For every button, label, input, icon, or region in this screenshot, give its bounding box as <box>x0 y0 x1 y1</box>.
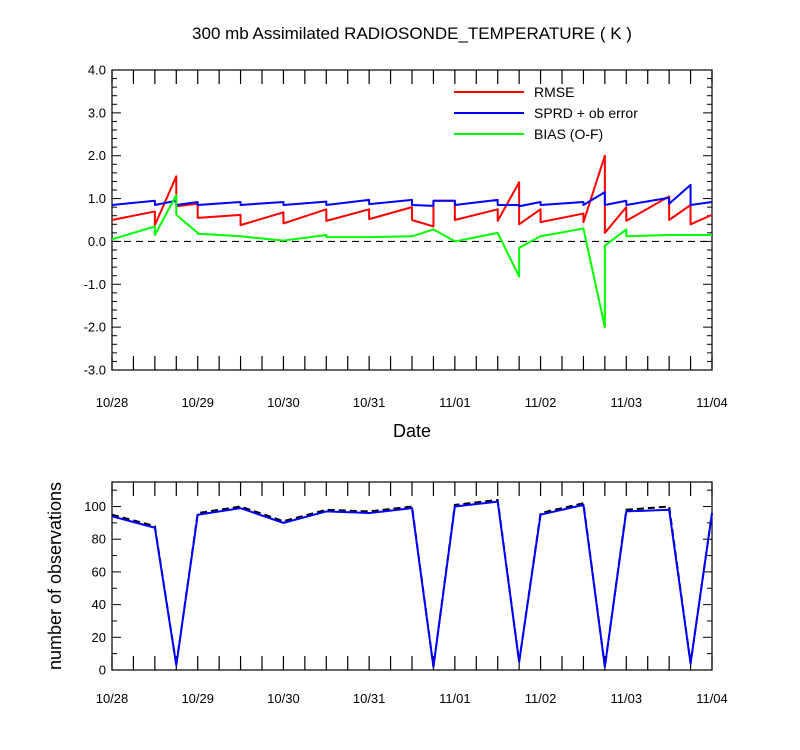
series-line-possible <box>111 498 713 668</box>
series-line-used <box>111 500 713 668</box>
x-tick-label: 11/04 <box>696 395 728 410</box>
chart-title: 300 mb Assimilated RADIOSONDE_TEMPERATUR… <box>192 24 632 43</box>
x-tick-label: 10/31 <box>353 395 386 410</box>
top-axes: 10/28 10/29 10/30 10/31 11/01 11/02 11/03 11/04… <box>84 63 728 411</box>
legend: RMSE SPRD + ob error BIAS (O-F) <box>454 84 638 142</box>
y-tick-label: 3.0 <box>88 105 106 120</box>
x-tick-label: 10/28 <box>96 691 129 706</box>
x-tick-label: 10/30 <box>267 395 300 410</box>
x-tick-label: 11/01 <box>439 395 471 410</box>
x-tick-label: 11/02 <box>525 395 557 410</box>
top-series <box>111 154 713 329</box>
y-tick-label: -1.0 <box>84 277 106 292</box>
x-tick-label: 10/30 <box>267 691 300 706</box>
y-tick-label: 2.0 <box>88 148 106 163</box>
series-line-rmse <box>111 154 713 234</box>
x-tick-label: 10/29 <box>181 691 214 706</box>
y-tick-label: 20 <box>92 630 106 645</box>
x-tick-label: 11/04 <box>696 691 728 706</box>
y-tick-label: 80 <box>92 532 106 547</box>
y-tick-label: 60 <box>92 564 106 579</box>
y-tick-label: 40 <box>92 597 106 612</box>
x-tick-label: 11/03 <box>610 395 642 410</box>
bottom-axes: 10/28 10/29 10/30 10/31 11/01 11/02 11/03 11/04… <box>84 481 728 706</box>
x-tick-label: 10/28 <box>96 395 129 410</box>
y-tick-label: -3.0 <box>84 363 106 378</box>
top-panel: 300 mb Assimilated RADIOSONDE_TEMPERATUR… <box>84 24 728 441</box>
y-tick-label: 0 <box>99 663 106 678</box>
bottom-series <box>111 498 713 668</box>
y-axis-title: number of observations <box>45 482 65 670</box>
x-tick-label: 11/02 <box>525 691 557 706</box>
x-tick-label: 10/31 <box>353 691 386 706</box>
series-line-sprd-ob-error <box>111 183 713 208</box>
legend-entry-2: BIAS (O-F) <box>534 126 603 142</box>
x-axis-title: Date <box>393 421 431 441</box>
x-tick-label: 10/29 <box>181 395 214 410</box>
y-tick-label: 0.0 <box>88 234 106 249</box>
x-tick-label: 11/03 <box>610 691 642 706</box>
y-tick-label: 100 <box>84 499 106 514</box>
y-tick-label: 1.0 <box>88 191 106 206</box>
legend-entry-1: SPRD + ob error <box>534 105 638 121</box>
x-tick-label: 11/01 <box>439 691 471 706</box>
bottom-panel: number of observations 10/28 10/29 10/30 10… <box>45 481 728 706</box>
legend-entry-0: RMSE <box>534 84 574 100</box>
series-line-bias-o-f <box>111 194 712 329</box>
y-tick-label: 4.0 <box>88 63 106 78</box>
y-tick-label: -2.0 <box>84 320 106 335</box>
